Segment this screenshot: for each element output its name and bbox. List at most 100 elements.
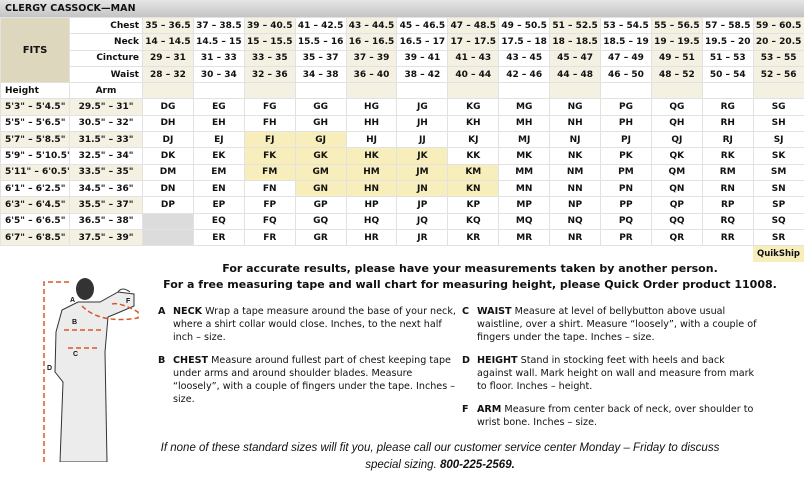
size-code: HJ: [345, 131, 398, 149]
blank-cell: [600, 82, 652, 100]
size-code: SN: [752, 179, 804, 198]
height-range: 6'5" – 6'6.5": [0, 212, 70, 230]
fit-value: 51 – 53: [701, 49, 754, 67]
arm-range: 33.5" – 35": [69, 163, 143, 181]
size-code: FP: [243, 196, 296, 214]
fit-value: 14.5 – 15: [192, 33, 245, 51]
fit-value: 46 – 50: [600, 65, 652, 84]
size-code: HR: [345, 228, 398, 247]
size-code: QK: [650, 147, 703, 165]
instruction-text: Measure at level of bellybutton above us…: [477, 306, 757, 343]
size-code: RJ: [701, 131, 754, 149]
size-code: EK: [192, 147, 245, 165]
size-code: HP: [345, 196, 398, 214]
intro-line-1: For accurate results, please have your m…: [222, 262, 718, 275]
height-header: Height: [0, 82, 70, 100]
size-code: DG: [142, 98, 194, 116]
size-code: JG: [396, 98, 449, 116]
size-code: FM: [243, 163, 296, 181]
size-code: DK: [142, 147, 194, 165]
instruction-letter: F: [462, 404, 469, 415]
fit-value: 55 – 56.5: [650, 16, 703, 35]
size-code: PN: [600, 179, 652, 198]
size-code: PK: [600, 147, 652, 165]
size-code: GH: [294, 114, 347, 133]
fit-value: 14 – 14.5: [142, 33, 194, 51]
size-code: NQ: [549, 212, 602, 230]
size-code: RR: [701, 228, 754, 247]
blank-cell: [701, 82, 754, 100]
size-code: SM: [752, 163, 804, 181]
size-code: JK: [396, 147, 449, 165]
blank-cell: [142, 82, 194, 100]
fit-value: 17 – 17.5: [447, 33, 500, 51]
size-code: MN: [498, 179, 551, 198]
figure-label-a: A: [70, 297, 75, 304]
fit-value: 18 – 18.5: [549, 33, 602, 51]
size-code: KH: [447, 114, 500, 133]
size-code: FN: [243, 179, 296, 198]
instruction-letter: A: [158, 306, 166, 317]
fit-value: 41 – 42.5: [294, 16, 347, 35]
height-range: 6'7" – 6'8.5": [0, 228, 70, 247]
size-code: QP: [650, 196, 703, 214]
fit-value: 48 – 52: [650, 65, 703, 84]
intro-line-2: For a free measuring tape and wall chart…: [163, 278, 777, 291]
blank-cell: [345, 82, 398, 100]
size-code: SQ: [752, 212, 804, 230]
size-code: JR: [396, 228, 449, 247]
height-range: 5'3" – 5'4.5": [0, 98, 70, 116]
fit-value: 16.5 – 17: [396, 33, 449, 51]
size-code: FK: [243, 147, 296, 165]
size-row: 6'1" – 6'2.5" 34.5" – 36" DN EN FN GN HN JN KN MN…: [0, 179, 804, 198]
size-code: ER: [192, 228, 245, 247]
fit-value: 16 – 16.5: [345, 33, 398, 51]
height-range: 5'11" – 6'0.5": [0, 163, 70, 181]
arm-range: 31.5" – 33": [69, 131, 143, 149]
size-code: SJ: [752, 131, 804, 149]
fit-value: 28 – 32: [142, 65, 194, 84]
instruction-neck: A NECK Wrap a tape measure around the bas…: [158, 305, 458, 344]
fit-value: 20 – 20.5: [752, 33, 804, 51]
instruction-title: CHEST: [173, 355, 209, 366]
size-code: RP: [701, 196, 754, 214]
size-code: MH: [498, 114, 551, 133]
size-code: GK: [294, 147, 347, 165]
arm-range: 30.5" – 32": [69, 114, 143, 133]
arm-range: 36.5" – 38": [69, 212, 143, 230]
size-code: QG: [650, 98, 703, 116]
size-code: KR: [447, 228, 500, 247]
fit-value: 41 – 43: [447, 49, 500, 67]
instruction-height: D HEIGHT Stand in stocking feet with heel…: [462, 354, 762, 393]
size-code: HN: [345, 179, 398, 198]
size-code: GQ: [294, 212, 347, 230]
fit-value: 59 – 60.5: [752, 16, 804, 35]
size-code: NK: [549, 147, 602, 165]
fit-value: 32 – 36: [243, 65, 296, 84]
size-code: KJ: [447, 131, 500, 149]
size-code: EG: [192, 98, 245, 116]
blank-cell: [192, 82, 245, 100]
size-row: 6'5" – 6'6.5" 36.5" – 38" EQ FQ GQ HQ JQ KQ MQ NQ…: [0, 212, 804, 230]
fit-value: 37 – 38.5: [192, 16, 245, 35]
size-code: MR: [498, 228, 551, 247]
instruction-title: ARM: [477, 404, 502, 415]
size-row: 5'7" – 5'8.5" 31.5" – 33" DJ EJ FJ GJ HJ JJ KJ MJ…: [0, 131, 804, 149]
size-code: DM: [142, 163, 194, 181]
height-range: 5'9" – 5'10.5": [0, 147, 70, 165]
size-code: RH: [701, 114, 754, 133]
size-code: KQ: [447, 212, 500, 230]
fit-value: 36 – 40: [345, 65, 398, 84]
quikship-legend: QuikShip: [753, 246, 804, 262]
fit-value: 17.5 – 18: [498, 33, 551, 51]
fit-value: 34 – 38: [294, 65, 347, 84]
size-code: EP: [192, 196, 245, 214]
blank-cell: [447, 82, 500, 100]
size-code: MP: [498, 196, 551, 214]
special-sizing-note: If none of these standard sizes will fit…: [150, 440, 730, 474]
fits-label: FITS: [0, 16, 70, 84]
measuring-figure-illustration: A B C D F: [43, 278, 139, 462]
size-code: EQ: [192, 212, 245, 230]
size-code: HG: [345, 98, 398, 116]
fit-value: 40 – 44: [447, 65, 500, 84]
